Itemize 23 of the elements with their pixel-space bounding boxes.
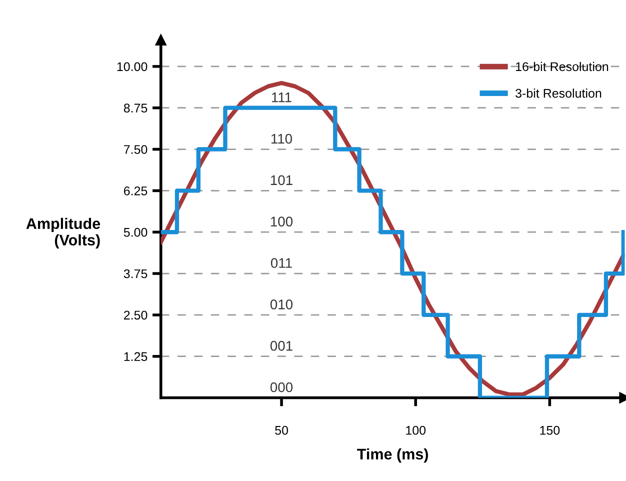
annotation: 000: [270, 382, 293, 392]
annotation: 111: [272, 92, 292, 102]
y-tick-label: 6.25: [124, 186, 148, 196]
y-tick-label: 10.00: [117, 62, 148, 72]
y-axis-title: Amplitude (Volts): [26, 218, 100, 249]
x-axis-title: Time (ms): [357, 448, 428, 463]
y-tick-label: 3.75: [124, 269, 148, 278]
annotation: 110: [271, 134, 292, 144]
annotation: 011: [270, 258, 292, 268]
y-tick-label: 7.50: [124, 145, 148, 154]
x-tick-label: 50: [275, 426, 288, 435]
annotation: 001: [270, 340, 292, 351]
y-tick-label: 2.50: [124, 310, 148, 320]
y-tick-label: 1.25: [124, 352, 148, 362]
legend-label: 16-bit Resolution: [516, 62, 608, 72]
annotation: 010: [270, 300, 293, 310]
y-tick-label: 5.00: [124, 228, 148, 237]
annotation: 101: [270, 175, 292, 186]
legend-label: 3-bit Resolution: [516, 88, 602, 98]
y-tick-label: 8.75: [124, 104, 148, 113]
x-tick-label: 150: [540, 426, 560, 435]
annotation: 100: [270, 216, 293, 226]
x-tick-label: 100: [406, 426, 426, 435]
